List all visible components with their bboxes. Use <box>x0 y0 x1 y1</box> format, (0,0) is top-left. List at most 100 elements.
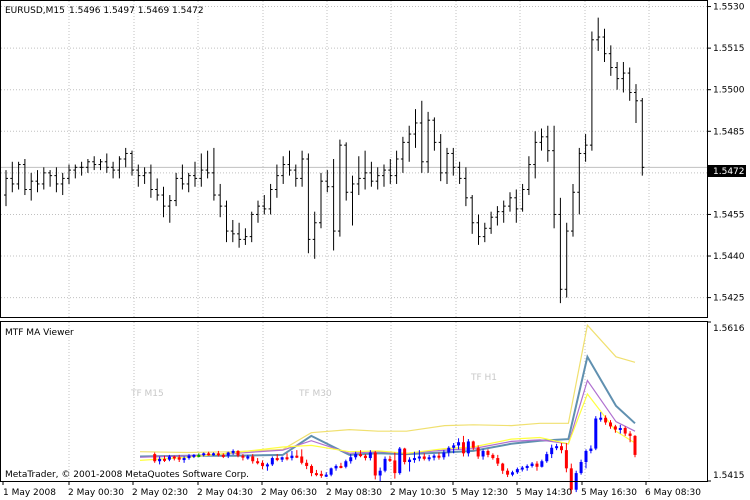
price-bar <box>571 183 575 237</box>
ma-candle <box>261 460 265 470</box>
price-bar <box>67 164 71 184</box>
ma-lines <box>139 323 636 461</box>
price-bar <box>237 222 242 248</box>
price-bar <box>174 172 179 207</box>
price-bar <box>16 161 21 190</box>
ma-candle <box>461 435 465 457</box>
ma-candle <box>408 457 412 472</box>
price-bar <box>22 159 27 196</box>
ma-candle <box>221 453 225 459</box>
ma-candle <box>432 454 436 461</box>
ma-candle <box>354 451 358 460</box>
ma-candle <box>608 420 612 429</box>
price-bar <box>602 28 607 62</box>
ma-candle <box>368 450 372 461</box>
ma-candle <box>265 462 269 471</box>
ma-candle <box>207 451 211 456</box>
price-bar <box>514 189 519 223</box>
price-bar <box>640 98 645 176</box>
ma-candles <box>153 412 637 494</box>
main-chart-frame <box>0 0 708 318</box>
price-bar <box>155 178 160 201</box>
ma-candle <box>412 451 416 463</box>
ma-candle <box>246 454 250 460</box>
price-bar <box>356 156 361 196</box>
price-tick-label-0: 1.5530 <box>713 3 745 13</box>
sub-tick-label-1: 1.5415 <box>713 471 745 481</box>
ma-candle <box>334 464 338 471</box>
price-bar <box>419 100 424 173</box>
ma-candle <box>447 446 451 457</box>
time-tick-label-9: 5 May 16:30 <box>581 488 637 498</box>
ma-candle <box>349 454 353 464</box>
symbol-title: EURUSD,M15 <box>5 6 65 16</box>
ma-candle <box>241 454 245 461</box>
price-bar <box>256 200 260 223</box>
ma-candle <box>437 452 441 460</box>
price-bar <box>136 164 141 187</box>
ma-candle <box>280 456 284 463</box>
ma-candle <box>359 450 363 458</box>
ma-candle <box>579 459 583 475</box>
price-bar <box>400 136 405 173</box>
price-bar <box>98 159 103 171</box>
price-bar <box>41 167 46 190</box>
current-price-label: 1.5472 <box>713 167 745 177</box>
ma-candle <box>398 446 402 475</box>
ma-candle <box>510 470 514 477</box>
ma-candle <box>388 455 392 463</box>
ma-candle <box>545 451 549 463</box>
price-bar <box>60 172 65 196</box>
ma-candle <box>550 444 554 459</box>
ma-candle <box>491 453 495 460</box>
ohlc-header: 1.5496 1.5497 1.5469 1.5472 <box>69 6 204 16</box>
main-grid <box>1 1 707 317</box>
ma-candle <box>182 456 186 463</box>
price-bar <box>287 150 292 176</box>
ma-candle <box>305 459 309 470</box>
price-bar <box>363 150 368 190</box>
ma-candle <box>290 450 294 461</box>
sub-tick-label-0: 1.5616 <box>713 324 745 334</box>
ma-candle <box>275 454 279 462</box>
price-bar <box>167 195 172 223</box>
ma-candle <box>633 435 637 458</box>
price-bar <box>148 164 153 198</box>
price-bar <box>325 170 330 193</box>
price-bar <box>451 147 456 176</box>
ma-candle <box>471 440 475 451</box>
time-tick-label-8: 5 May 14:30 <box>516 488 572 498</box>
price-bar <box>482 222 487 243</box>
price-bar <box>394 150 399 184</box>
price-bar <box>186 172 191 193</box>
price-bar <box>350 175 355 226</box>
price-bar <box>627 67 632 101</box>
price-bar <box>463 167 468 207</box>
price-bar <box>274 164 279 198</box>
ma-candle <box>270 456 274 466</box>
copyright-text: MetaTrader, © 2001-2008 MetaQuotes Softw… <box>5 470 249 480</box>
ma-candle <box>604 415 608 425</box>
price-bar <box>438 134 443 182</box>
ma-candle <box>344 459 348 469</box>
time-tick-label-5: 2 May 08:30 <box>326 488 382 498</box>
time-tick-label-7: 5 May 12:30 <box>452 488 508 498</box>
time-tick-label-3: 2 May 04:30 <box>197 488 253 498</box>
price-bar <box>262 195 267 215</box>
price-bar <box>375 167 380 190</box>
ma-candle <box>167 454 171 462</box>
ma-candle <box>486 449 490 458</box>
ma-candle <box>427 454 431 462</box>
price-bar <box>526 156 531 196</box>
price-bar <box>382 164 386 187</box>
ma-candle <box>457 438 461 450</box>
price-bar <box>312 211 317 259</box>
price-bar <box>130 150 134 176</box>
ma-candle <box>295 450 299 459</box>
price-bar <box>583 134 588 162</box>
price-bar <box>577 147 582 215</box>
price-bar <box>545 125 550 162</box>
price-bar <box>249 211 254 243</box>
price-bar <box>4 170 8 207</box>
